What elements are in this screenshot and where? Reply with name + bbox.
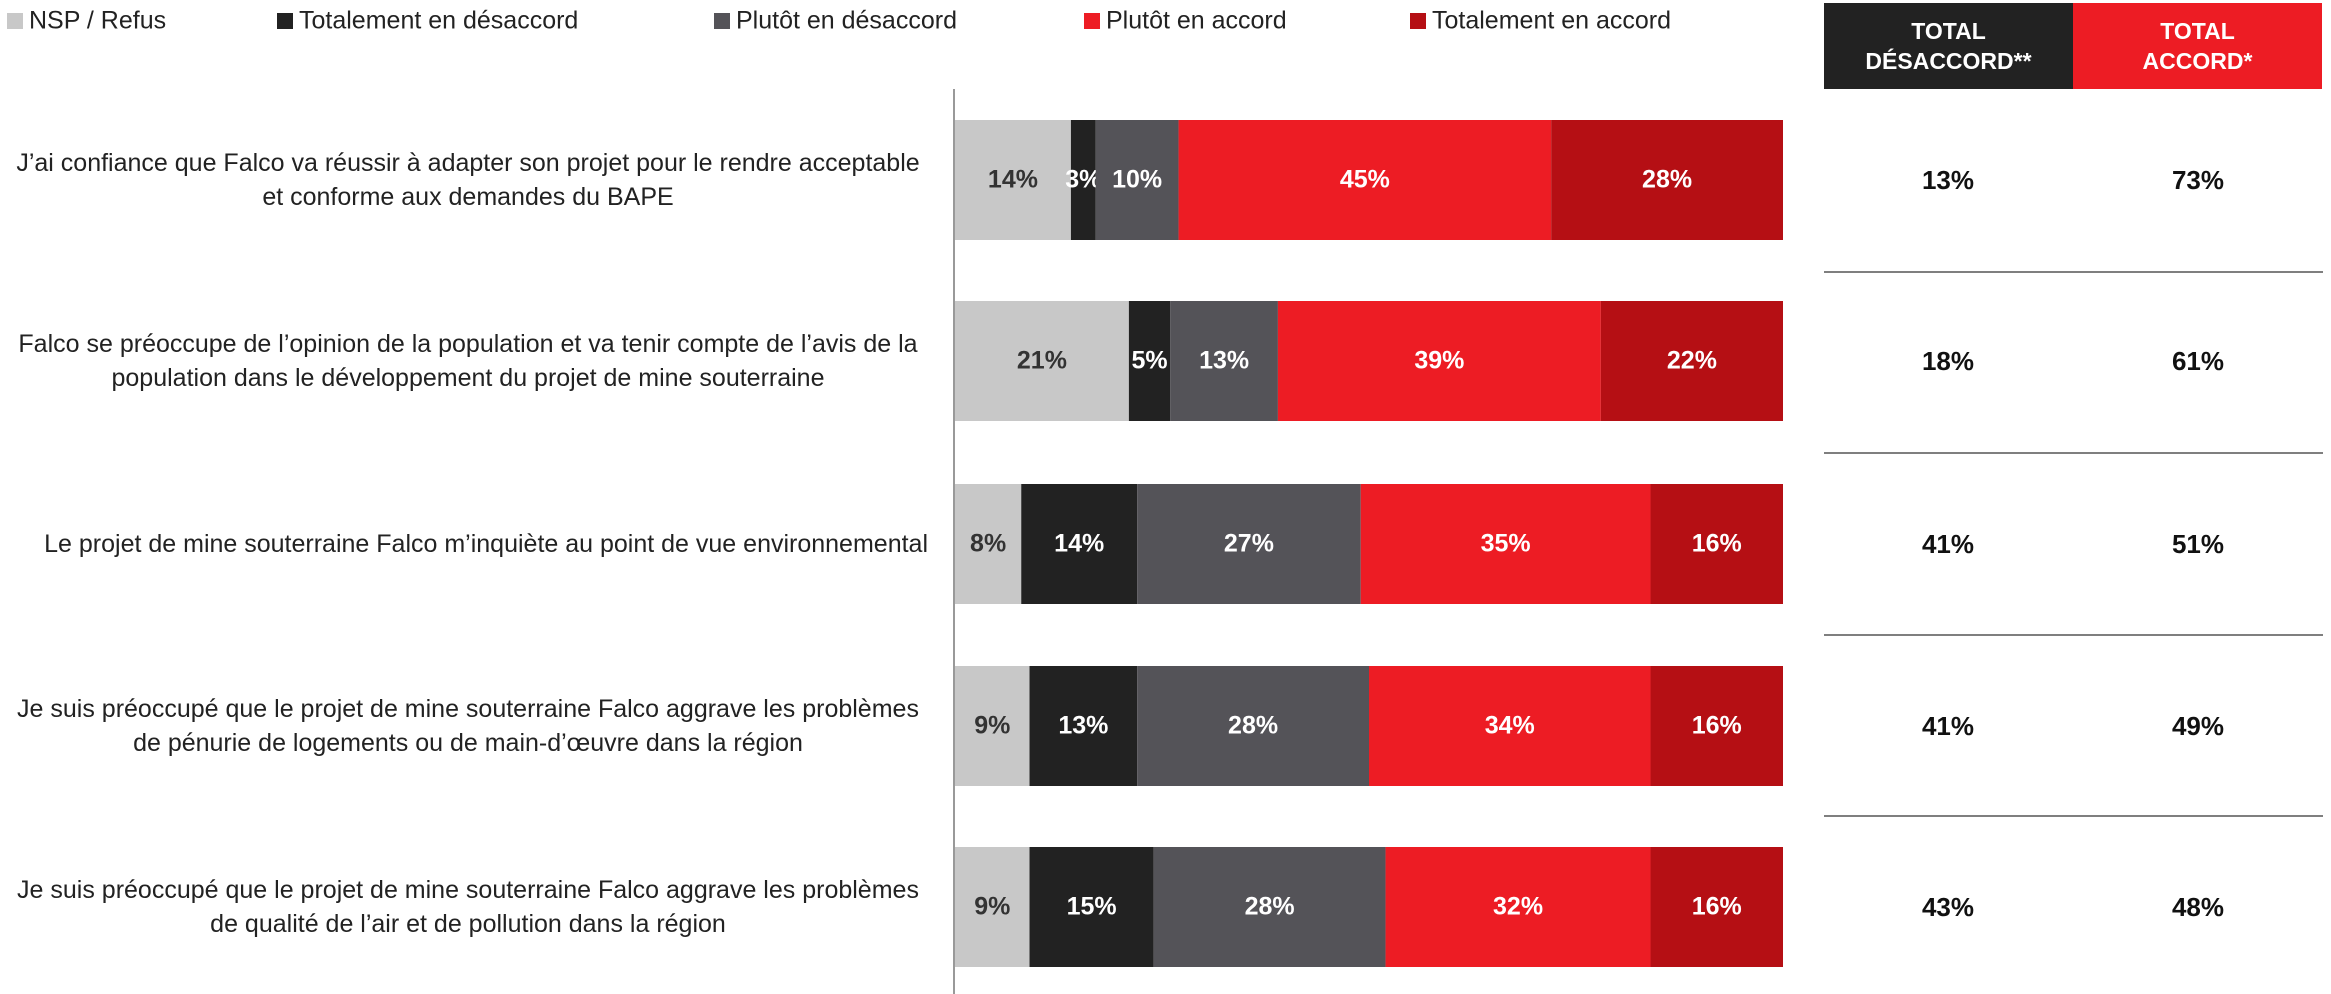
data-label: 35% <box>1481 530 1531 558</box>
total-header: TOTAL DÉSACCORD** <box>1824 3 2073 89</box>
data-label: 13% <box>1058 712 1108 740</box>
data-label: 15% <box>1067 893 1117 921</box>
category-text: Je suis préoccupé que le projet de mine … <box>17 695 919 757</box>
legend-swatch <box>7 13 23 29</box>
data-label: 21% <box>1017 347 1067 375</box>
total-value: 43% <box>1922 892 1974 922</box>
total-value: 51% <box>2172 529 2224 559</box>
bar-segment <box>955 484 1022 604</box>
bar-segment <box>955 847 1030 967</box>
total-value: 61% <box>2172 346 2224 376</box>
legend-swatch <box>1084 13 1100 29</box>
data-label: 16% <box>1692 893 1742 921</box>
total-value: 41% <box>1922 529 1974 559</box>
data-label: 28% <box>1245 893 1295 921</box>
category-label: Falco se préoccupe de l’opinion de la po… <box>8 327 928 395</box>
bar-segment <box>1137 484 1361 604</box>
total-header: TOTAL ACCORD* <box>2073 3 2322 89</box>
total-header-text: TOTAL ACCORD* <box>2142 18 2253 74</box>
bar-segment <box>1153 847 1386 967</box>
data-label: 10% <box>1112 166 1162 194</box>
legend-label: Plutôt en accord <box>1106 7 1287 35</box>
legend-swatch <box>714 13 730 29</box>
bar-segment <box>1650 847 1783 967</box>
bar-segment <box>1029 666 1138 786</box>
category-label: J’ai confiance que Falco va réussir à ad… <box>8 146 928 214</box>
category-label: Je suis préoccupé que le projet de mine … <box>8 873 928 941</box>
bar-segment <box>1360 484 1651 604</box>
data-label: 5% <box>1132 347 1168 375</box>
data-label: 22% <box>1667 347 1717 375</box>
data-label: 13% <box>1199 347 1249 375</box>
bar-segment <box>1369 666 1651 786</box>
bar-segment <box>1600 301 1783 421</box>
bar-segment <box>1029 847 1154 967</box>
data-label: 14% <box>1054 530 1104 558</box>
bar-segment <box>1070 120 1096 240</box>
bar-segment <box>1551 120 1783 240</box>
bar-segment <box>955 301 1129 421</box>
bar-segment <box>1277 301 1601 421</box>
total-value: 18% <box>1922 346 1974 376</box>
legend-label: Totalement en accord <box>1432 7 1671 35</box>
legend-label: NSP / Refus <box>29 7 166 35</box>
data-label: 8% <box>970 530 1006 558</box>
category-text: Falco se préoccupe de l’opinion de la po… <box>18 330 918 392</box>
category-label: Le projet de mine souterraine Falco m’in… <box>8 527 928 561</box>
category-text: J’ai confiance que Falco va réussir à ad… <box>16 149 920 211</box>
legend-swatch <box>1410 13 1426 29</box>
data-label: 34% <box>1485 712 1535 740</box>
data-label: 14% <box>988 166 1038 194</box>
bar-segment <box>1128 301 1171 421</box>
data-label: 9% <box>974 893 1010 921</box>
data-label: 45% <box>1340 166 1390 194</box>
bar-segment <box>1385 847 1651 967</box>
total-header-text: TOTAL DÉSACCORD** <box>1865 18 2032 74</box>
total-value: 41% <box>1922 711 1974 741</box>
category-text: Le projet de mine souterraine Falco m’in… <box>44 530 928 558</box>
legend-swatch <box>277 13 293 29</box>
data-label: 16% <box>1692 712 1742 740</box>
bar-segment <box>955 120 1071 240</box>
total-value: 13% <box>1922 165 1974 195</box>
category-label: Je suis préoccupé que le projet de mine … <box>8 692 928 760</box>
bar-segment <box>1650 666 1783 786</box>
bar-segment <box>955 666 1030 786</box>
data-label: 28% <box>1642 166 1692 194</box>
data-label: 27% <box>1224 530 1274 558</box>
bar-segment <box>1178 120 1552 240</box>
data-label: 32% <box>1493 893 1543 921</box>
bar-segment <box>1170 301 1278 421</box>
data-label: 28% <box>1228 712 1278 740</box>
data-label: 16% <box>1692 530 1742 558</box>
data-label: 9% <box>974 712 1010 740</box>
category-text: Je suis préoccupé que le projet de mine … <box>17 876 919 938</box>
bar-segment <box>1137 666 1369 786</box>
total-value: 49% <box>2172 711 2224 741</box>
legend-label: Totalement en désaccord <box>299 7 578 35</box>
data-label: 39% <box>1414 347 1464 375</box>
bar-segment <box>1021 484 1138 604</box>
data-label: 3% <box>1065 166 1101 194</box>
total-value: 48% <box>2172 892 2224 922</box>
bar-segment <box>1650 484 1783 604</box>
legend-label: Plutôt en désaccord <box>736 7 957 35</box>
bar-segment <box>1095 120 1179 240</box>
total-value: 73% <box>2172 165 2224 195</box>
